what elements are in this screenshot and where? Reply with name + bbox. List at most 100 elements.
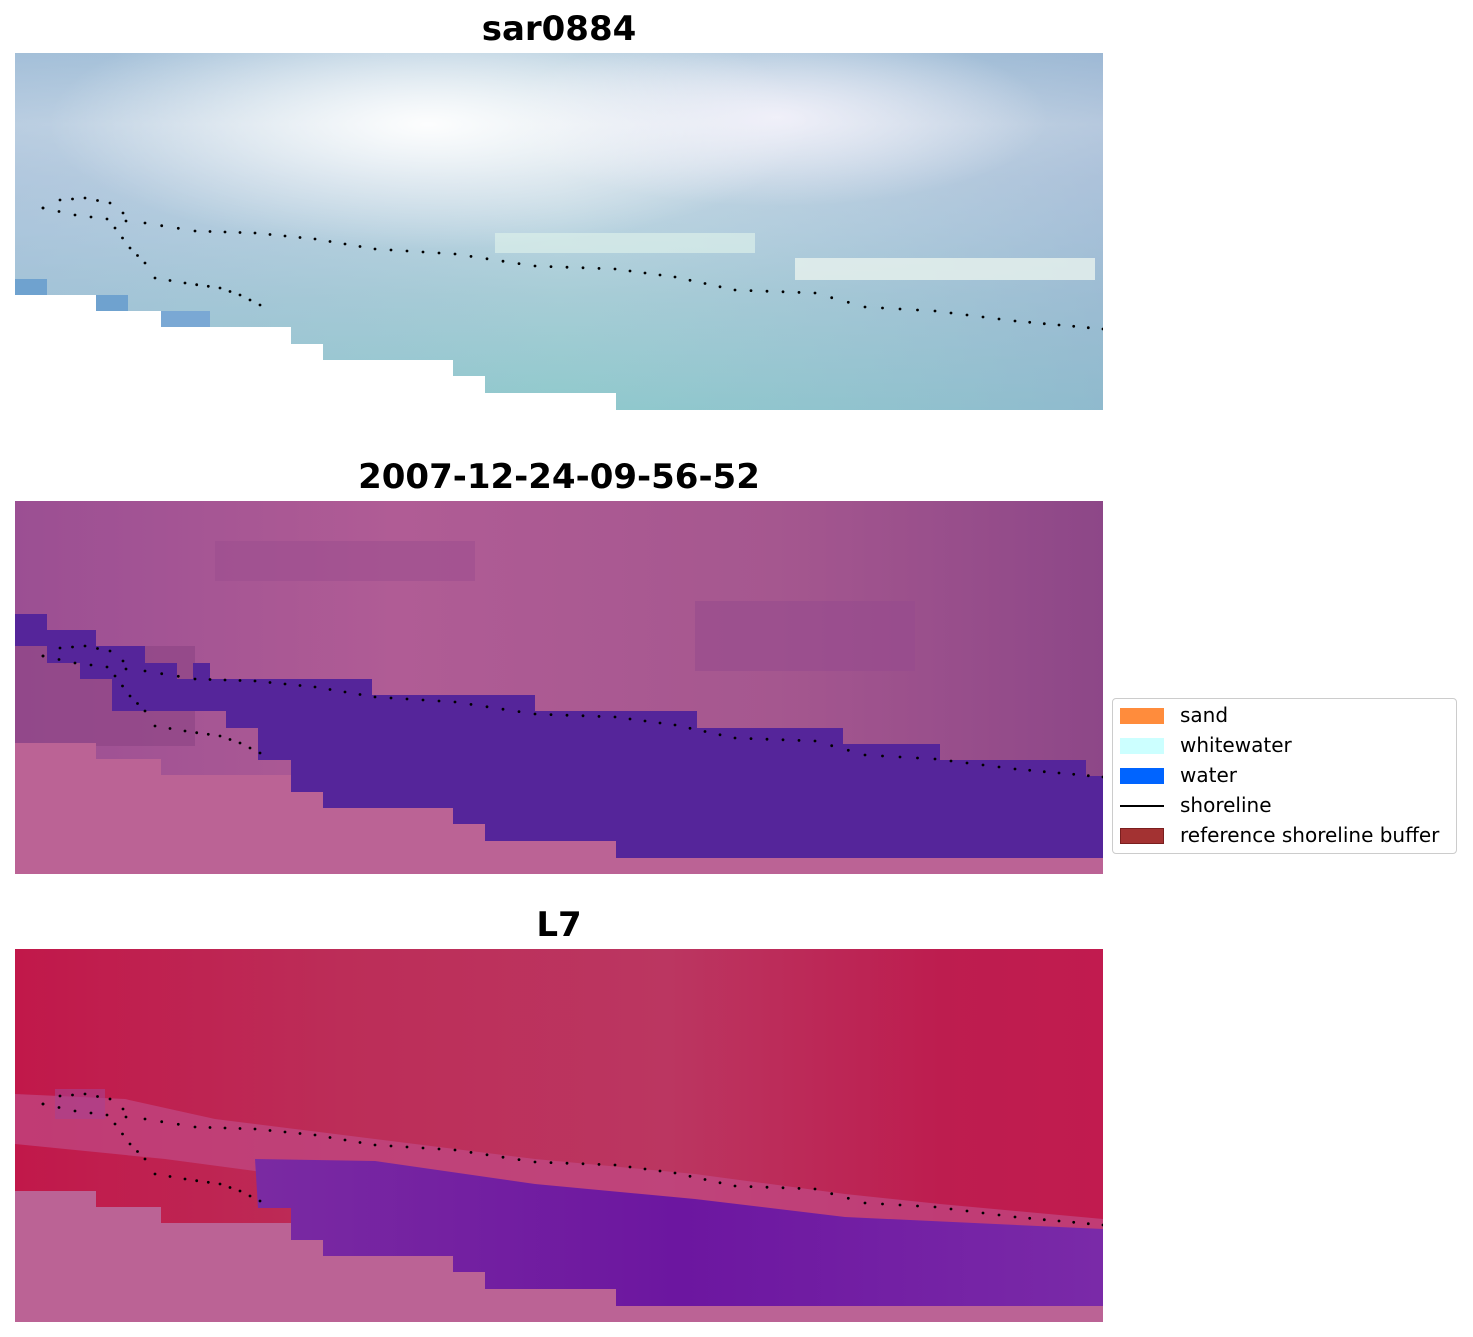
shoreline-dot (405, 697, 409, 701)
shoreline-dot (253, 1127, 257, 1131)
shoreline-dot (613, 1163, 617, 1167)
l7-image (15, 949, 1103, 1322)
shoreline-dot (797, 291, 801, 294)
shoreline-dot (997, 317, 1001, 321)
shoreline-dot (153, 276, 157, 280)
shoreline-dot (549, 713, 553, 716)
shoreline-dot (981, 1211, 985, 1215)
shoreline-dot (1028, 1216, 1032, 1220)
shoreline-dot (703, 730, 707, 733)
shoreline-dot (453, 252, 457, 256)
shoreline-dot (143, 709, 147, 713)
shoreline-dot (57, 658, 61, 661)
shoreline-dot (193, 1125, 197, 1129)
shoreline-dot (628, 269, 632, 273)
shoreline-dot (1013, 1215, 1017, 1219)
shoreline-dot (328, 688, 332, 691)
shoreline-dot (628, 1165, 632, 1169)
shoreline-dot (153, 1172, 157, 1176)
shoreline-dot (238, 741, 242, 745)
shoreline-dot (208, 230, 212, 233)
shoreline-dot (160, 224, 164, 228)
shoreline-dot (223, 230, 227, 234)
shoreline-dot (253, 231, 257, 235)
shoreline-dot (124, 1115, 128, 1119)
shoreline-dot (136, 1150, 139, 1153)
shoreline-dot (517, 710, 521, 713)
shoreline-dot (813, 1187, 817, 1191)
shoreline-dot (916, 308, 919, 312)
shoreline-dot (1028, 768, 1032, 772)
shoreline-dot (228, 290, 232, 293)
shoreline-dot (238, 679, 242, 682)
shoreline-dot (193, 229, 197, 233)
shoreline-dot (143, 221, 147, 225)
shoreline-dot (613, 267, 617, 271)
shoreline-dot (881, 754, 884, 758)
shoreline-dot (749, 289, 753, 292)
shoreline-dot (195, 283, 199, 287)
shoreline-dot (248, 298, 252, 302)
shoreline-dot (517, 1158, 521, 1161)
shoreline-dot (71, 645, 74, 649)
shoreline-dot (160, 1120, 164, 1124)
shoreline-dot (846, 748, 850, 752)
shoreline-dot (658, 1169, 662, 1173)
shoreline-dot (373, 1143, 377, 1147)
shoreline-dot (168, 1175, 172, 1178)
legend: sand whitewater water shoreline referenc… (1112, 698, 1457, 854)
shoreline-dot (228, 738, 232, 741)
shoreline-dot (673, 1171, 677, 1175)
shoreline-dot (298, 684, 302, 687)
shoreline-dot (1028, 320, 1032, 324)
shoreline-dot (206, 1180, 210, 1184)
shoreline-dot (358, 245, 362, 248)
shoreline-dot (1072, 772, 1076, 776)
shoreline-dot (253, 679, 257, 683)
shoreline-dot (830, 744, 834, 748)
shoreline-dot (113, 1122, 117, 1126)
shoreline-dot (1057, 1219, 1061, 1223)
shoreline-dot (965, 1209, 969, 1213)
shoreline-dot (581, 1162, 585, 1166)
shoreline-dot (208, 678, 212, 681)
shoreline-dot (238, 1189, 242, 1193)
shoreline-dot (313, 237, 317, 241)
shoreline-dot (206, 284, 210, 288)
shoreline-dot (405, 249, 409, 253)
shoreline-dot (437, 699, 441, 703)
shoreline-dot (89, 215, 93, 219)
shoreline-dot (703, 282, 707, 285)
classified-image (15, 501, 1103, 874)
shoreline-dot (248, 746, 252, 750)
shoreline-dot (389, 1144, 393, 1148)
shoreline-dot (283, 682, 287, 686)
legend-label: water (1180, 763, 1237, 787)
shoreline-dot (176, 226, 180, 230)
shoreline-dot (58, 198, 62, 202)
shoreline-dot (268, 1129, 272, 1132)
shoreline-dot (933, 309, 937, 313)
shoreline-dot (176, 674, 180, 678)
legend-item-whitewater: whitewater (1113, 731, 1456, 761)
shoreline-dot (176, 1122, 180, 1126)
shoreline-dot (933, 757, 937, 761)
shoreline-dot (108, 201, 112, 205)
shoreline-dot (565, 1161, 569, 1165)
shoreline-dot (565, 713, 569, 717)
shoreline-dot (136, 254, 139, 257)
shoreline-dot (597, 267, 601, 270)
shoreline-dot (128, 246, 132, 250)
shoreline-dot (405, 1145, 409, 1149)
shoreline-dot (997, 765, 1001, 769)
shoreline-dot (121, 211, 125, 215)
shoreline-dot (183, 1177, 187, 1181)
shoreline-dot (218, 286, 222, 290)
shoreline-dot (195, 1179, 199, 1183)
shoreline-dot (1086, 326, 1090, 330)
shoreline-dot (328, 1136, 332, 1139)
shoreline-dot (121, 236, 124, 240)
shoreline-dot (343, 242, 347, 246)
shoreline-dot (881, 306, 884, 310)
shoreline-dot (389, 696, 393, 700)
